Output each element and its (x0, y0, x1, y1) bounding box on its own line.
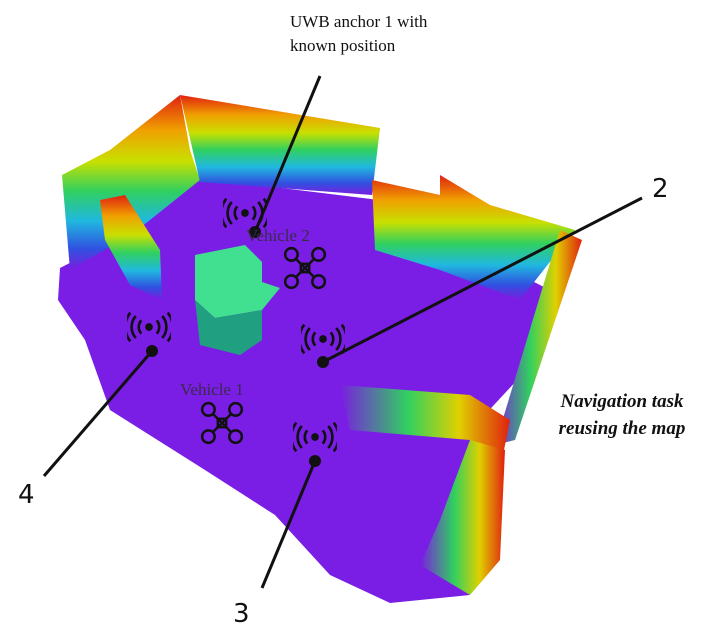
anchor-label: UWB anchor 1 with (290, 12, 428, 31)
anchor-label: 4 (18, 480, 35, 510)
anchor-label: known position (290, 36, 396, 55)
back-wall (180, 95, 380, 195)
anchor-dot (317, 356, 329, 368)
anchor-label: 3 (233, 599, 250, 629)
anchor-label: 2 (652, 174, 669, 204)
figure: UWB anchor 1 with known position 2 3 4 V… (0, 0, 710, 629)
map (58, 95, 582, 603)
vehicle-label: Vehicle 2 (246, 226, 310, 245)
anchor-dot (146, 345, 158, 357)
caption: reusing the map (559, 418, 686, 439)
caption: Navigation task (560, 391, 684, 412)
vehicle-label: Vehicle 1 (180, 380, 244, 399)
anchor-dot (309, 455, 321, 467)
